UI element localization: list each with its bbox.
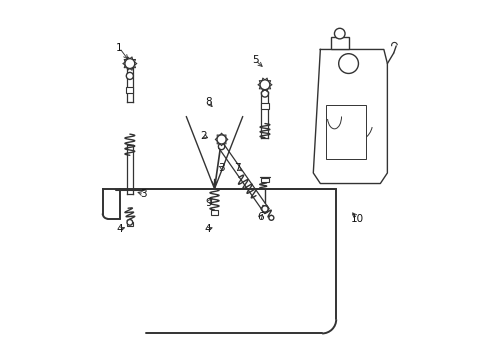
Bar (325, 105, 366, 159)
Bar (261, 177, 268, 183)
Circle shape (218, 143, 224, 150)
Bar (126, 87, 133, 93)
Text: 4: 4 (203, 224, 210, 234)
Text: 6: 6 (257, 212, 263, 222)
Circle shape (127, 220, 132, 225)
Text: 4: 4 (116, 224, 122, 234)
Bar (211, 210, 217, 215)
Circle shape (268, 215, 273, 220)
Bar (261, 103, 268, 109)
Circle shape (260, 80, 269, 90)
Circle shape (338, 54, 358, 73)
Bar (126, 222, 133, 226)
Text: 3: 3 (218, 163, 224, 173)
Text: 2: 2 (200, 131, 207, 141)
Text: 9: 9 (205, 198, 211, 208)
Circle shape (124, 59, 135, 68)
Text: 5: 5 (251, 55, 258, 65)
Circle shape (261, 206, 267, 212)
Polygon shape (313, 49, 386, 184)
Circle shape (126, 72, 133, 80)
Text: 10: 10 (350, 214, 363, 224)
Text: 8: 8 (205, 98, 211, 107)
Text: 7: 7 (234, 163, 240, 173)
Text: 1: 1 (116, 43, 122, 53)
Text: 3: 3 (141, 189, 147, 199)
Circle shape (334, 28, 345, 39)
Bar (330, 37, 348, 49)
Circle shape (261, 90, 268, 97)
Circle shape (217, 135, 225, 144)
